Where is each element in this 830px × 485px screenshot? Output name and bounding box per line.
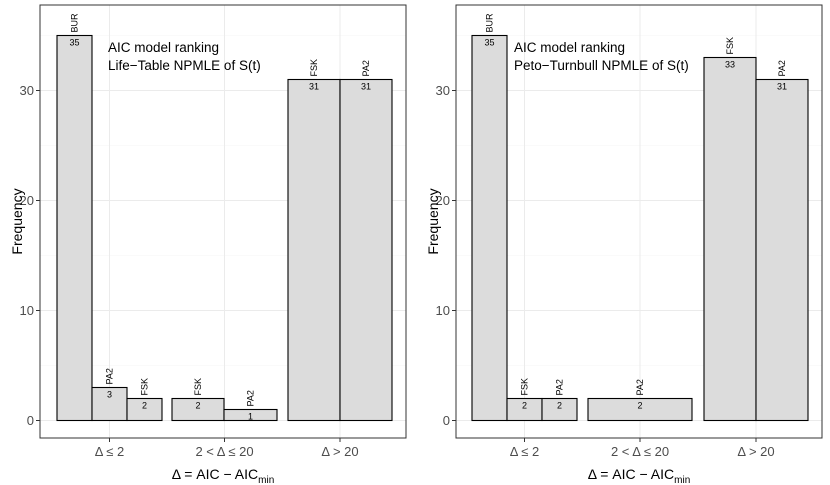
bar-bur [471,34,508,422]
bar-value-label: 35 [484,38,494,48]
bar-fsk [126,397,163,422]
bar-model-label: PA2 [635,379,645,395]
annotation-line-1: AIC model ranking [108,40,219,55]
bar-value-label: 3 [107,390,112,400]
bar-bur [56,34,93,422]
y-axis-title: Frequency [9,188,25,254]
bar-value-label: 35 [69,38,79,48]
y-tick-label: 20 [20,193,34,208]
bar-value-label: 31 [361,82,371,92]
y-tick-label: 30 [436,83,450,98]
bar-pa2 [339,78,393,422]
bar-model-label: PA2 [246,390,256,406]
annotation-line-1: AIC model ranking [514,40,625,55]
bar-model-label: FSK [140,378,150,396]
bar-pa2 [755,78,809,422]
bar-value-label: 2 [637,401,642,411]
y-tick-label: 20 [436,193,450,208]
y-tick-label: 0 [27,413,34,428]
bar-model-label: PA2 [555,379,565,395]
x-axis-title-main: Δ = AIC − AIC [588,466,674,482]
y-tick-label: 0 [443,413,450,428]
x-tick-label: 2 < Δ ≤ 20 [611,444,669,459]
bar-value-label: 33 [725,60,735,70]
bar-model-label: PA2 [361,60,371,76]
plot-border [39,4,407,439]
bar-model-label: FSK [309,59,319,77]
x-tick-label: Δ ≤ 2 [510,444,540,459]
chart-panel-1: 35 BUR 3 PA2 2 FSK 2 FSK 1 PA2 31 FSK 31 PA2 0 10 20 30 Δ … [9,4,407,485]
x-tick-label: Δ > 20 [737,444,774,459]
bar-model-label: PA2 [777,60,787,76]
bar-value-label: 31 [309,82,319,92]
bar-value-label: 31 [777,82,787,92]
x-axis-title-subscript: min [258,475,274,485]
bar-pa2 [587,397,693,422]
bar-model-label: FSK [520,378,530,396]
bar-model-label: BUR [485,13,495,33]
x-axis-title-subscript: min [674,475,690,485]
bar-pa2 [223,408,278,422]
bar-model-label: PA2 [105,368,115,384]
x-tick-label: 2 < Δ ≤ 20 [195,444,253,459]
bar-model-label: BUR [70,13,80,33]
y-axis-title: Frequency [425,188,441,254]
y-tick-label: 30 [20,83,34,98]
bar-fsk [703,56,757,422]
y-tick-label: 10 [20,303,34,318]
bar-pa2 [541,397,578,422]
x-axis-title-main: Δ = AIC − AIC [172,466,258,482]
chart-panel-2: 35 BUR 2 FSK 2 PA2 2 PA2 33 FSK 31 PA2 0 10 20 30 Δ ≤ 2 2… [425,4,823,485]
bar-value-label: 2 [522,401,527,411]
bar-model-label: FSK [725,37,735,55]
bar-value-label: 2 [142,401,147,411]
annotation-line-2: Peto−Turnbull NPMLE of S(t) [514,58,689,73]
x-axis-title: Δ = AIC − AICmin [172,466,275,485]
x-tick-label: Δ > 20 [321,444,358,459]
plot-border [455,4,823,439]
annotation-line-2: Life−Table NPMLE of S(t) [108,58,261,73]
bar-value-label: 2 [195,401,200,411]
y-tick-label: 10 [436,303,450,318]
bar-fsk [287,78,341,422]
bar-value-label: 2 [557,401,562,411]
x-axis-title: Δ = AIC − AICmin [588,466,691,485]
bar-model-label: FSK [193,378,203,396]
bar-value-label: 1 [248,412,253,422]
x-tick-label: Δ ≤ 2 [95,444,125,459]
